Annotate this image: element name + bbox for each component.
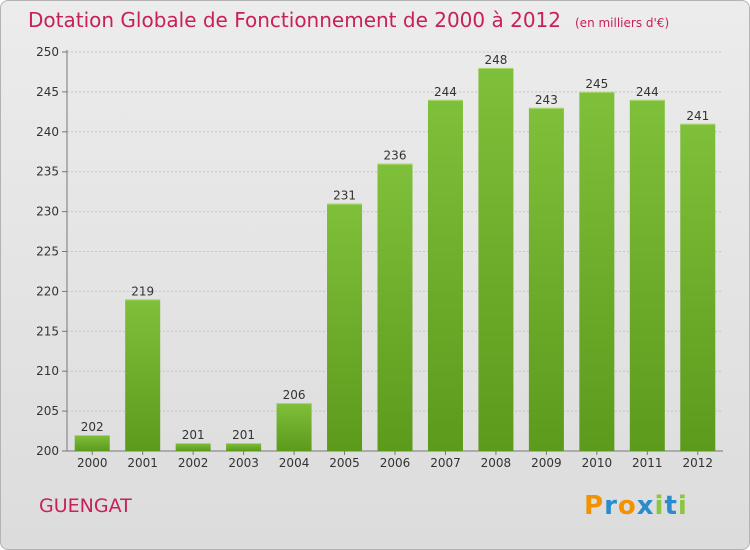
logo-letter: x xyxy=(636,491,655,521)
x-tick-labels: 2000 2001 2002 2003 2004 2005 2006 2007 2008 2009… xyxy=(77,456,713,470)
y-tick-labels: 200 205 210 215 220 225 230 235 240 245 250 xyxy=(36,45,59,458)
y-tick-label: 225 xyxy=(36,245,59,259)
bar-2003 xyxy=(226,443,262,451)
logo-letter: P xyxy=(584,491,605,521)
bar-2004 xyxy=(276,403,312,451)
bar-2001 xyxy=(125,299,161,451)
x-tick-label: 2006 xyxy=(380,456,411,470)
y-tick-label: 245 xyxy=(36,85,59,99)
y-tick-label: 200 xyxy=(36,444,59,458)
title-line: Dotation Globale de Fonctionnement de 20… xyxy=(28,8,669,32)
bar-2006 xyxy=(377,163,413,451)
value-label: 206 xyxy=(283,388,306,402)
bar-2009 xyxy=(528,107,564,452)
x-tick-label: 2007 xyxy=(430,456,461,470)
x-tick-label: 2003 xyxy=(228,456,259,470)
chart-subtitle: (en milliers d'€) xyxy=(575,16,670,30)
value-labels: 202 219 201 201 206 231 236 244 248 243 245 244 241 xyxy=(81,53,709,442)
bar-2007 xyxy=(427,99,463,451)
value-label: 244 xyxy=(636,85,659,99)
logo-letter: t xyxy=(664,491,678,521)
value-label: 201 xyxy=(232,428,255,442)
value-label: 241 xyxy=(686,109,709,123)
bar-2008 xyxy=(478,67,514,452)
y-tick-label: 240 xyxy=(36,125,59,139)
value-label: 202 xyxy=(81,420,104,434)
y-tick-label: 210 xyxy=(36,364,59,378)
chart-title: Dotation Globale de Fonctionnement de 20… xyxy=(28,8,561,32)
value-label: 231 xyxy=(333,189,356,203)
x-tick-label: 2008 xyxy=(481,456,512,470)
value-label: 243 xyxy=(535,93,558,107)
x-tick-label: 2009 xyxy=(531,456,562,470)
y-tick-label: 230 xyxy=(36,205,59,219)
bar-2010 xyxy=(579,91,615,452)
bar-2005 xyxy=(327,203,363,451)
y-tick-label: 215 xyxy=(36,324,59,338)
logo-letter: i xyxy=(677,491,688,521)
place-name: GUENGAT xyxy=(39,495,132,517)
y-tick-label: 220 xyxy=(36,284,59,298)
x-tick-label: 2001 xyxy=(127,456,158,470)
logo-letter: o xyxy=(617,491,637,521)
value-label: 245 xyxy=(585,77,608,91)
bars xyxy=(74,67,716,452)
value-label: 219 xyxy=(131,284,154,298)
logo-letter: r xyxy=(604,491,618,521)
value-label: 236 xyxy=(384,149,407,163)
bar-2000 xyxy=(74,435,110,451)
x-tick-label: 2010 xyxy=(582,456,613,470)
x-tick-label: 2011 xyxy=(632,456,663,470)
value-label: 244 xyxy=(434,85,457,99)
x-tick-label: 2002 xyxy=(178,456,209,470)
logo-letter: i xyxy=(654,491,665,521)
x-tick-label: 2000 xyxy=(77,456,108,470)
x-tick-label: 2004 xyxy=(279,456,310,470)
x-tick-label: 2005 xyxy=(329,456,360,470)
value-label: 248 xyxy=(484,53,507,67)
y-tick-label: 205 xyxy=(36,404,59,418)
bar-2002 xyxy=(175,443,211,451)
y-tick-label: 250 xyxy=(36,45,59,59)
x-tick-label: 2012 xyxy=(682,456,713,470)
proxiti-logo[interactable]: Proxiti xyxy=(584,491,688,521)
bar-2012 xyxy=(680,123,716,451)
bar-2011 xyxy=(629,99,665,451)
y-tick-label: 235 xyxy=(36,165,59,179)
value-label: 201 xyxy=(182,428,205,442)
